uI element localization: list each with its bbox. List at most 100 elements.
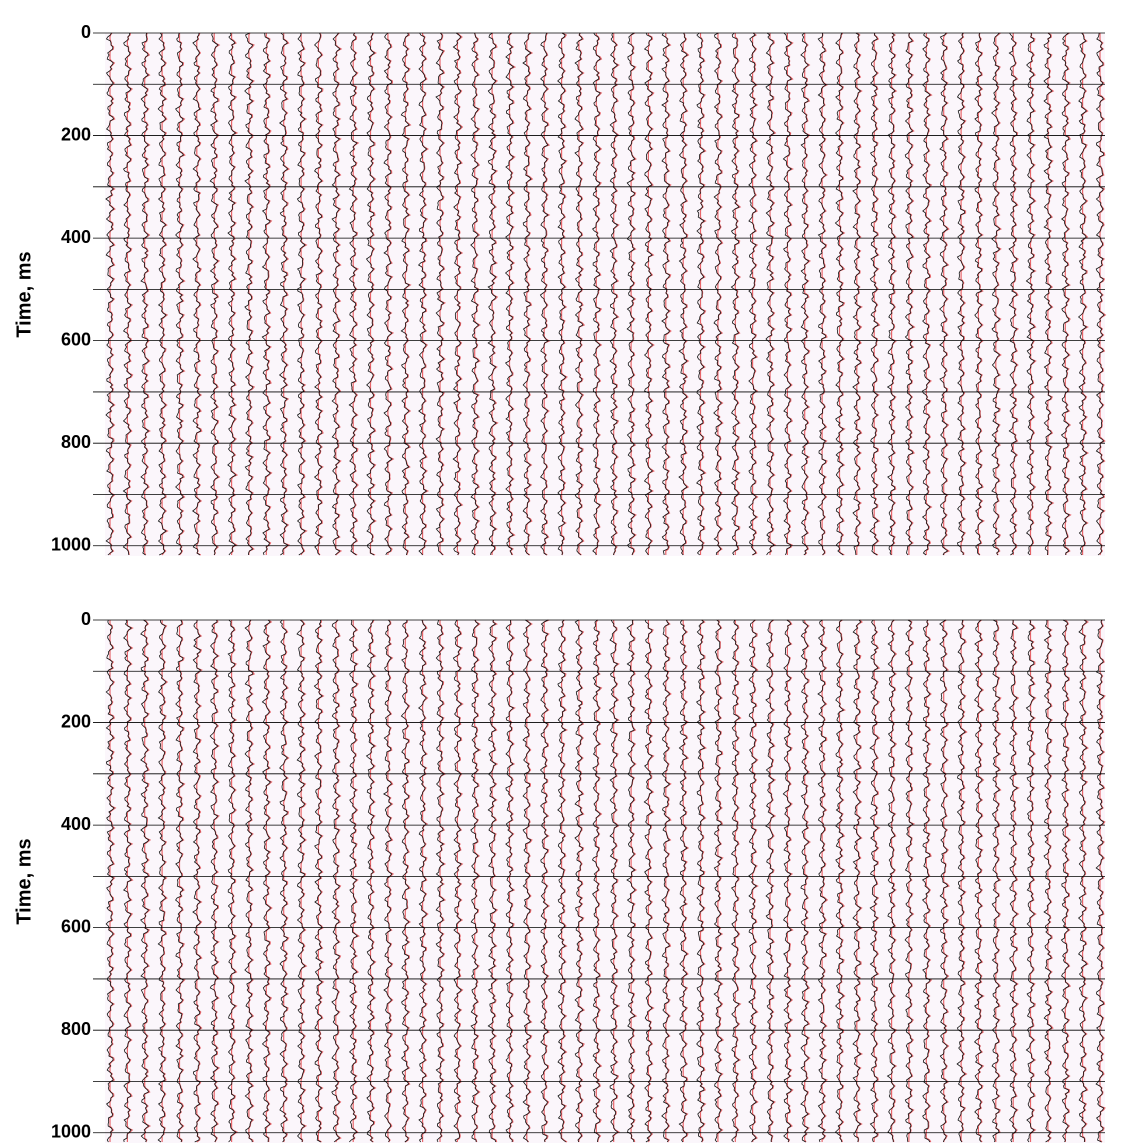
trace bbox=[886, 619, 896, 1143]
trace-positive bbox=[612, 33, 620, 556]
trace-positive bbox=[143, 32, 151, 556]
trace bbox=[1060, 619, 1070, 1143]
trace bbox=[279, 619, 289, 1143]
trace bbox=[696, 32, 706, 556]
trace-positive bbox=[977, 619, 985, 1143]
y-tick-label: 800 bbox=[61, 1019, 91, 1039]
trace bbox=[765, 619, 775, 1143]
trace bbox=[418, 619, 428, 1143]
trace bbox=[557, 619, 567, 1143]
trace-positive bbox=[161, 33, 169, 556]
plot-background bbox=[105, 620, 1105, 1143]
trace bbox=[991, 619, 1001, 1143]
trace bbox=[1043, 619, 1053, 1143]
trace-positive bbox=[369, 619, 377, 1143]
trace bbox=[748, 32, 757, 556]
trace bbox=[296, 619, 306, 1143]
trace-positive bbox=[282, 620, 290, 1143]
trace-positive bbox=[230, 33, 239, 555]
trace bbox=[209, 619, 219, 1143]
trace bbox=[261, 619, 272, 1143]
trace bbox=[1095, 619, 1105, 1143]
trace bbox=[522, 619, 532, 1143]
trace bbox=[730, 619, 740, 1143]
trace bbox=[192, 619, 202, 1143]
trace bbox=[557, 32, 567, 556]
trace bbox=[244, 619, 254, 1143]
y-tick-label: 600 bbox=[61, 329, 91, 349]
trace bbox=[383, 619, 393, 1143]
trace bbox=[504, 32, 515, 556]
trace bbox=[175, 619, 184, 1143]
trace bbox=[140, 619, 150, 1143]
y-tick-label: 600 bbox=[61, 916, 91, 936]
plot-background bbox=[105, 33, 1105, 556]
trace bbox=[817, 32, 827, 556]
trace bbox=[539, 619, 549, 1143]
trace bbox=[487, 32, 497, 556]
trace bbox=[834, 32, 844, 556]
trace bbox=[417, 32, 428, 556]
trace bbox=[991, 32, 1001, 556]
trace bbox=[227, 619, 237, 1143]
trace-positive bbox=[560, 32, 568, 556]
trace bbox=[974, 619, 984, 1143]
trace-positive bbox=[317, 32, 324, 556]
trace bbox=[505, 619, 515, 1143]
trace bbox=[852, 32, 862, 556]
trace bbox=[244, 32, 254, 556]
trace bbox=[105, 619, 115, 1143]
trace bbox=[227, 32, 237, 556]
trace bbox=[921, 619, 931, 1143]
trace-positive bbox=[803, 33, 812, 556]
trace-positive bbox=[994, 32, 1002, 556]
trace-positive bbox=[595, 619, 603, 1143]
trace bbox=[800, 619, 810, 1143]
trace-positive bbox=[630, 32, 637, 556]
trace bbox=[122, 32, 132, 556]
trace bbox=[1043, 32, 1053, 556]
trace bbox=[209, 32, 219, 556]
trace-positive bbox=[282, 33, 291, 555]
trace-positive bbox=[421, 33, 430, 555]
trace bbox=[1077, 619, 1088, 1143]
trace-positive bbox=[577, 32, 586, 556]
trace bbox=[730, 32, 740, 556]
trace bbox=[608, 619, 619, 1143]
trace bbox=[678, 32, 688, 556]
trace bbox=[331, 32, 341, 556]
trace bbox=[1008, 620, 1019, 1143]
trace-positive bbox=[943, 32, 951, 556]
y-axis-label: Time, ms bbox=[13, 838, 35, 924]
trace-positive bbox=[248, 619, 256, 1143]
trace bbox=[1095, 32, 1105, 556]
trace bbox=[539, 32, 549, 556]
trace bbox=[904, 32, 914, 556]
trace bbox=[956, 32, 966, 556]
y-tick-label: 800 bbox=[61, 432, 91, 452]
trace bbox=[939, 619, 949, 1143]
trace bbox=[869, 32, 879, 556]
trace bbox=[626, 619, 636, 1143]
trace bbox=[365, 619, 376, 1143]
trace-positive bbox=[317, 619, 325, 1143]
trace bbox=[261, 32, 271, 556]
trace-positive bbox=[682, 32, 690, 555]
trace bbox=[800, 32, 810, 556]
panel: 0 200 400 600 800 1000 Time, ms bbox=[13, 609, 1106, 1143]
trace bbox=[661, 619, 671, 1143]
trace bbox=[609, 32, 619, 556]
trace bbox=[904, 619, 914, 1143]
trace bbox=[835, 619, 845, 1143]
trace bbox=[470, 32, 480, 556]
trace-positive bbox=[1064, 32, 1072, 556]
panel: 0 200 400 600 800 1000 Time, ms bbox=[13, 22, 1107, 556]
trace bbox=[105, 32, 115, 556]
y-tick-label: 0 bbox=[81, 609, 91, 629]
y-tick-label: 200 bbox=[61, 711, 91, 731]
trace bbox=[591, 32, 601, 556]
trace-positive bbox=[230, 620, 238, 1142]
trace bbox=[591, 619, 601, 1143]
trace bbox=[157, 620, 167, 1143]
trace bbox=[1008, 32, 1018, 556]
